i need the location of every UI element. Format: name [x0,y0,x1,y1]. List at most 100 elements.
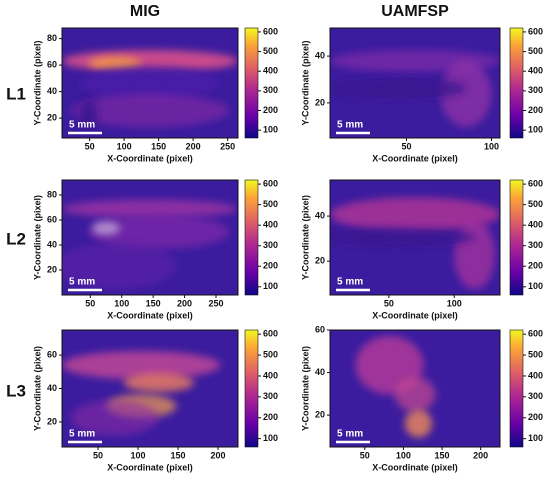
x-tick-label: 100 [484,141,499,151]
y-tick-label: 60 [315,324,325,334]
colorbar-tick-label: 600 [528,178,543,188]
x-tick-label: 50 [360,450,370,460]
heatmap-image [62,28,238,138]
thermal-region [79,99,98,133]
y-axis-label: Y-Coordinate (pixel) [300,195,310,280]
colorbar-tick-label: 500 [263,46,278,56]
y-tick-label: 40 [315,210,325,220]
colorbar-tick-label: 200 [263,105,278,115]
scale-bar-label: 5 mm [69,429,95,440]
thermal-region [394,376,436,412]
colorbar [244,179,259,296]
x-axis-label: X-Coordinate (pixel) [372,462,458,472]
heatmap-image [330,330,500,447]
scale-bar-label: 5 mm [337,277,363,288]
row-label: L2 [6,229,26,248]
frame [61,27,239,139]
x-tick-label: 200 [177,298,192,308]
thermal-region [440,61,492,127]
colorbar-tick-label: 400 [528,370,543,380]
colorbar-tick-label: 500 [528,199,543,209]
scale-bar-label: 5 mm [337,429,363,440]
row-label: L3 [6,381,26,400]
thermal-region [70,94,230,127]
colorbar-tick-label: 100 [528,125,543,135]
x-tick-label: 100 [396,450,411,460]
colorbar-tick-label: 500 [528,349,543,359]
colorbar-tick-label: 100 [263,433,278,443]
thermal-region [330,228,475,247]
thermal-region [330,77,466,100]
colorbar [509,179,524,296]
colorbar-tick-label: 400 [263,370,278,380]
y-tick-label: 20 [47,112,57,122]
y-tick-label: 60 [47,214,57,224]
x-tick-label: 50 [85,141,95,151]
y-tick-label: 80 [47,189,57,199]
colorbar-tick-label: 100 [528,433,543,443]
x-tick-label: 250 [208,298,223,308]
y-tick-label: 60 [47,349,57,359]
colorbar-tick-label: 400 [263,66,278,76]
y-axis-label: Y-Coordinate (pixel) [32,346,42,431]
thermal-region [330,197,500,232]
colorbar-tick-label: 300 [528,85,543,95]
column-title: UAMFSP [381,3,449,20]
colorbar-tick-label: 200 [263,412,278,422]
colorbar-tick-label: 300 [263,240,278,250]
colorbar-tick-label: 200 [528,261,543,271]
x-axis-label: X-Coordinate (pixel) [107,153,193,163]
heatmap-image [330,180,500,295]
thermal-region [62,243,177,290]
colorbar-tick-label: 400 [528,66,543,76]
scale-bar-label: 5 mm [337,120,363,131]
y-axis-label: Y-Coordinate (pixel) [32,40,42,125]
x-tick-label: 50 [85,298,95,308]
frame [329,27,501,139]
x-tick-label: 100 [130,450,145,460]
colorbar-tick-label: 200 [263,261,278,271]
x-axis-label: X-Coordinate (pixel) [372,310,458,320]
thermal-region [454,220,495,290]
colorbar-tick-label: 500 [528,46,543,56]
frame [61,179,239,296]
x-tick-label: 250 [220,141,235,151]
colorbar-tick-label: 500 [263,349,278,359]
x-axis-label: X-Coordinate (pixel) [107,462,193,472]
x-axis-label: X-Coordinate (pixel) [107,310,193,320]
y-tick-label: 40 [315,367,325,377]
y-axis-label: Y-Coordinate (pixel) [32,195,42,280]
x-tick-label: 100 [447,298,462,308]
x-axis-label: X-Coordinate (pixel) [372,153,458,163]
colorbar-tick-label: 100 [528,281,543,291]
y-tick-label: 40 [47,383,57,393]
colorbar-tick-label: 300 [528,240,543,250]
colorbar-tick-label: 100 [263,281,278,291]
colorbar-tick-label: 300 [528,391,543,401]
x-tick-label: 200 [186,141,201,151]
y-tick-label: 20 [315,256,325,266]
colorbar-tick-label: 400 [528,220,543,230]
thermal-region [91,221,121,236]
colorbar-tick-label: 300 [263,85,278,95]
colorbar-tick-label: 600 [263,178,278,188]
frame [329,329,501,448]
y-tick-label: 60 [47,59,57,69]
colorbar [244,329,259,448]
y-axis-label: Y-Coordinate (pixel) [300,40,310,125]
x-tick-label: 150 [170,450,185,460]
colorbar-tick-label: 400 [263,220,278,230]
colorbar [244,27,259,139]
row-label: L1 [6,84,26,103]
heatmap-image [330,28,500,138]
colorbar [509,329,524,448]
frame [329,179,501,296]
thermal-region [88,214,230,249]
thermal-region [79,66,221,100]
thermal-region [88,56,142,70]
x-tick-label: 150 [151,141,166,151]
colorbar-tick-label: 600 [263,26,278,36]
colorbar-tick-label: 100 [263,125,278,135]
thermal-region [70,400,159,436]
colorbar-tick-label: 500 [263,199,278,209]
